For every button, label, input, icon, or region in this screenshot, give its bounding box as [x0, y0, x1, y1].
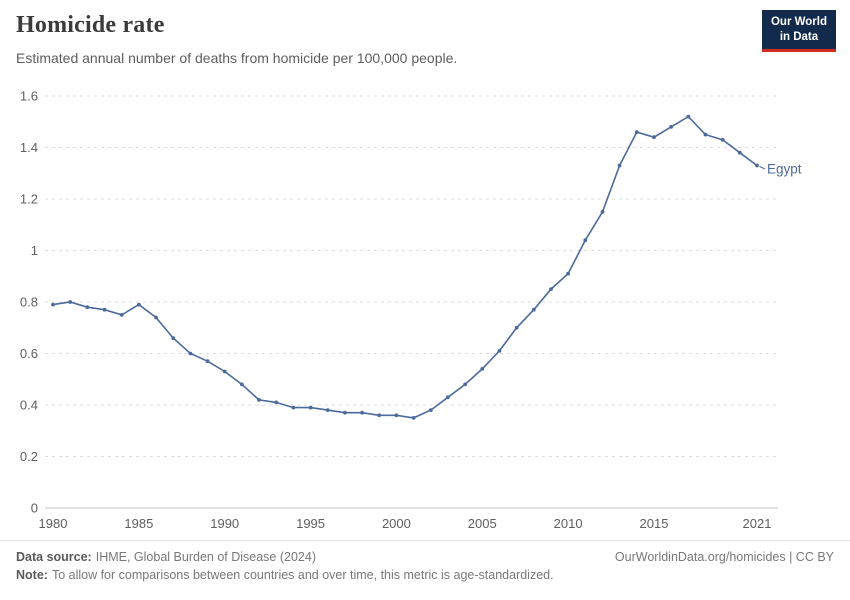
- data-point-marker[interactable]: [634, 130, 639, 134]
- x-tick-label: 2010: [554, 516, 583, 531]
- data-point-marker[interactable]: [343, 410, 347, 415]
- x-tick-label: 2005: [468, 516, 497, 531]
- data-point-marker[interactable]: [531, 307, 536, 312]
- data-point-marker[interactable]: [291, 405, 296, 410]
- data-point-marker[interactable]: [308, 405, 313, 410]
- x-axis: 1980 1985 1990 1995 2000 2005 2010 2015 2021: [39, 516, 772, 531]
- page-subtitle: Estimated annual number of deaths from h…: [16, 50, 458, 66]
- data-point-marker[interactable]: [755, 163, 759, 168]
- y-tick-label: 1: [31, 243, 38, 258]
- data-point-marker[interactable]: [137, 302, 141, 307]
- y-tick-label: 1.6: [20, 89, 38, 104]
- data-point-marker[interactable]: [411, 416, 416, 420]
- data-point-marker[interactable]: [703, 132, 708, 137]
- owid-logo-line2: in Data: [779, 30, 819, 43]
- data-point-marker[interactable]: [463, 382, 467, 387]
- data-point-marker[interactable]: [102, 307, 107, 312]
- data-point-marker[interactable]: [85, 305, 90, 310]
- series-label-egypt[interactable]: Egypt: [767, 162, 802, 177]
- data-point-marker[interactable]: [377, 413, 382, 418]
- x-tick-label: 2021: [743, 516, 772, 531]
- note-label: Note:: [16, 568, 48, 582]
- x-tick-label: 1985: [124, 516, 153, 531]
- data-point-marker[interactable]: [514, 325, 519, 330]
- y-tick-label: 0.6: [20, 346, 38, 361]
- data-point-marker[interactable]: [394, 413, 399, 418]
- data-point-marker[interactable]: [566, 271, 570, 276]
- page-title: Homicide rate: [16, 12, 165, 38]
- footer: Data source: IHME, Global Burden of Disea…: [0, 540, 850, 600]
- data-point-marker[interactable]: [240, 382, 244, 387]
- y-tick-label: 0: [31, 501, 38, 516]
- data-point-marker[interactable]: [669, 125, 673, 129]
- data-point-marker[interactable]: [274, 400, 279, 405]
- x-tick-label: 2000: [382, 516, 411, 531]
- data-point-marker[interactable]: [360, 410, 364, 415]
- y-tick-label: 1.2: [20, 192, 38, 207]
- data-point-marker[interactable]: [720, 137, 725, 142]
- owid-logo-line1: Our World: [770, 16, 827, 28]
- data-point-marker[interactable]: [51, 302, 55, 307]
- data-point-marker[interactable]: [617, 163, 622, 168]
- credit-link[interactable]: OurWorldinData.org/homicides | CC BY: [614, 550, 834, 564]
- y-tick-label: 0.2: [20, 449, 38, 464]
- data-source: Data source: IHME, Global Burden of Disea…: [16, 550, 316, 564]
- x-tick-label: 1995: [296, 516, 325, 531]
- x-tick-label: 1980: [39, 516, 68, 531]
- data-point-marker[interactable]: [205, 359, 210, 364]
- data-source-label: Data source:: [16, 550, 92, 564]
- data-point-marker[interactable]: [583, 238, 588, 243]
- data-point-marker[interactable]: [737, 150, 742, 155]
- data-point-marker[interactable]: [428, 408, 433, 412]
- data-point-marker[interactable]: [171, 336, 176, 340]
- y-tick-label: 0.4: [20, 398, 38, 413]
- data-point-marker[interactable]: [119, 313, 124, 317]
- data-point-marker[interactable]: [154, 315, 158, 320]
- note-value: To allow for comparisons between countri…: [51, 568, 554, 582]
- data-point-marker[interactable]: [549, 287, 553, 291]
- data-point-marker[interactable]: [188, 351, 193, 356]
- data-point-marker[interactable]: [68, 300, 73, 304]
- owid-logo[interactable]: Our World in Data: [761, 10, 836, 52]
- y-axis: 0 0.2 0.4 0.6 0.8 1 1.2 1.4 1.6: [20, 89, 778, 516]
- data-point-marker[interactable]: [497, 349, 502, 353]
- data-point-marker[interactable]: [480, 367, 485, 371]
- chart-note: Note: To allow for comparisons between co…: [16, 568, 554, 582]
- data-point-marker[interactable]: [600, 210, 605, 214]
- x-tick-label: 2015: [640, 516, 669, 531]
- egypt-series[interactable]: [51, 114, 759, 420]
- data-point-marker[interactable]: [446, 395, 450, 400]
- data-point-marker[interactable]: [257, 398, 261, 402]
- line-chart[interactable]: 0 0.2 0.4 0.6 0.8 1 1.2 1.4 1.6 1980 1985 1990 1995 2…: [0, 80, 850, 540]
- label-connector: [759, 166, 766, 170]
- x-tick-label: 1990: [210, 516, 239, 531]
- data-point-marker[interactable]: [325, 408, 330, 412]
- data-point-marker[interactable]: [222, 369, 227, 374]
- y-tick-label: 0.8: [20, 295, 38, 310]
- data-point-marker[interactable]: [652, 135, 656, 140]
- data-source-value: IHME, Global Burden of Disease (2024): [95, 550, 316, 564]
- egypt-line[interactable]: [52, 115, 758, 419]
- y-tick-label: 1.4: [20, 140, 38, 155]
- data-point-marker[interactable]: [686, 114, 691, 119]
